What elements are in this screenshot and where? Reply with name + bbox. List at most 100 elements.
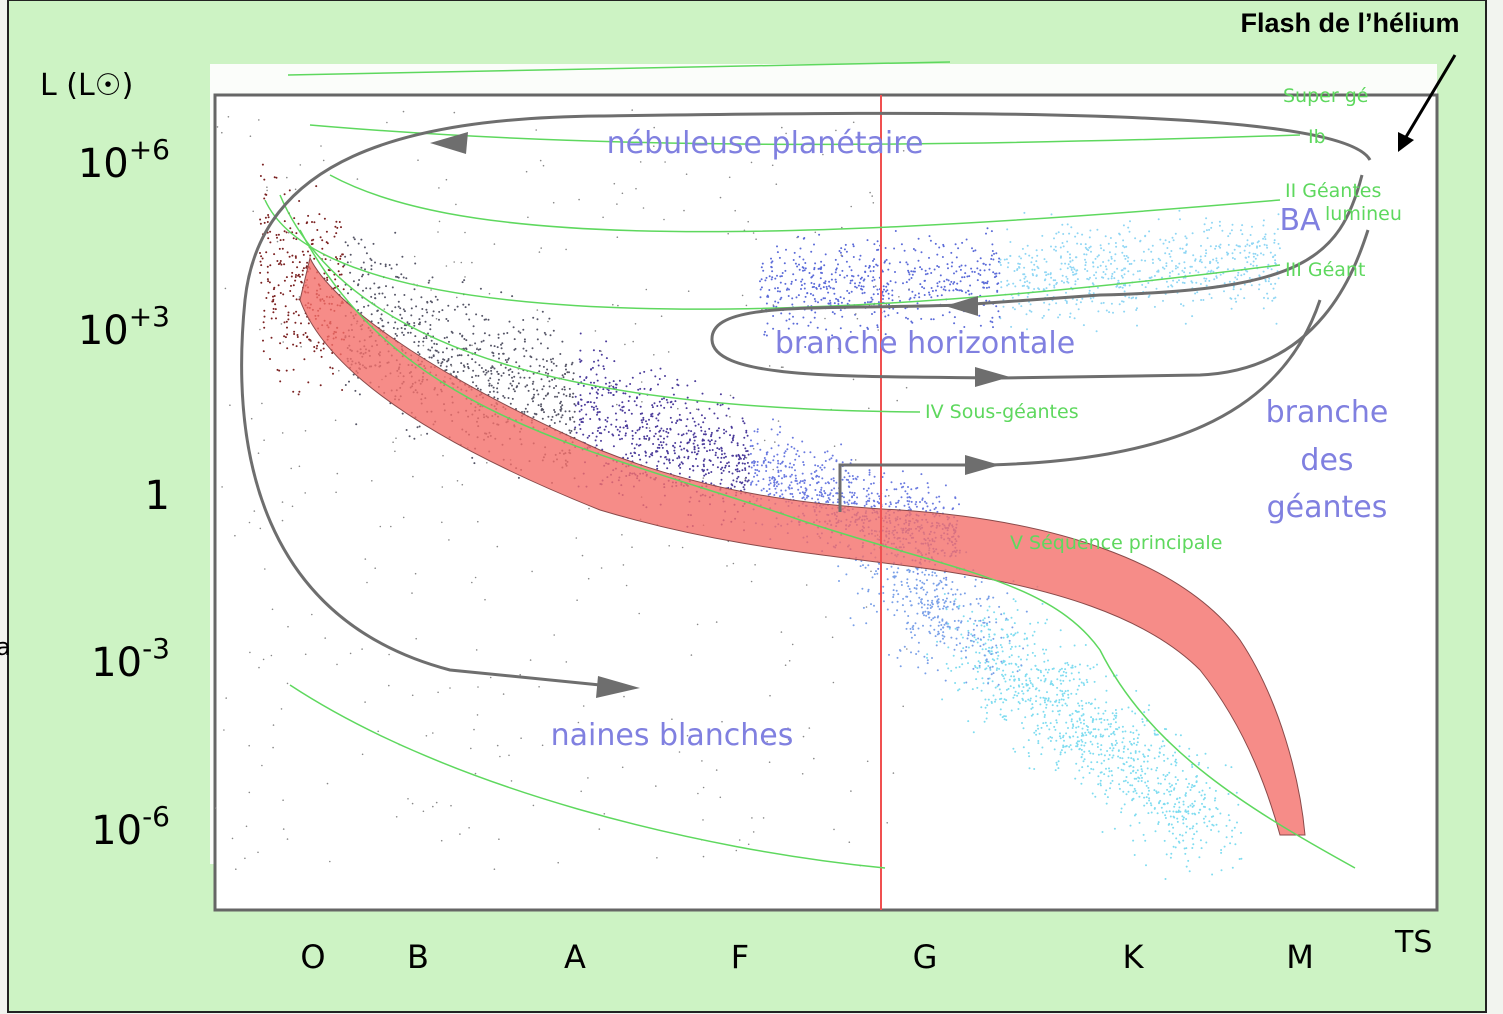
star-dot: [1216, 277, 1218, 279]
star-dot: [1173, 787, 1175, 789]
star-dot: [649, 430, 651, 432]
star-dot: [796, 266, 798, 268]
star-dot: [1223, 290, 1225, 292]
star-dot: [955, 628, 957, 630]
star-dot: [1189, 272, 1191, 274]
star-dot: [518, 365, 520, 367]
star-dot: [717, 466, 719, 468]
star-dot: [542, 311, 544, 313]
star-dot: [723, 470, 725, 472]
star-dot: [893, 594, 895, 596]
star-dot: [509, 368, 511, 370]
star-dot: [882, 295, 884, 297]
star-dot: [955, 598, 957, 600]
star-dot: [637, 429, 639, 431]
star-dot: [418, 318, 420, 320]
star-dot: [704, 458, 706, 460]
star-dot: [519, 332, 521, 334]
star-dot: [887, 609, 889, 611]
star-dot: [1019, 279, 1021, 281]
star-dot: [1098, 254, 1100, 256]
star-dot: [599, 432, 601, 434]
star-dot: [1217, 262, 1219, 264]
star-dot: [1065, 703, 1067, 705]
star-dot: [789, 475, 791, 477]
star-dot: [1113, 277, 1115, 279]
star-dot: [940, 624, 942, 626]
star-dot: [638, 454, 640, 456]
star-dot: [943, 636, 945, 638]
star-dot: [777, 471, 779, 473]
star-dot: [912, 274, 914, 276]
star-dot: [328, 269, 330, 271]
star-dot: [1060, 255, 1062, 257]
star-dot: [1010, 685, 1012, 687]
star-dot: [604, 429, 606, 431]
star-dot: [339, 274, 341, 276]
star-dot: [923, 583, 925, 585]
star-dot: [821, 469, 823, 471]
star-dot: [981, 624, 983, 626]
star-dot: [1119, 234, 1121, 236]
star-dot: [552, 358, 554, 360]
star-dot: [1048, 728, 1050, 730]
star-dot: [813, 286, 815, 288]
star-dot: [288, 312, 290, 314]
star-dot: [544, 332, 546, 334]
star-dot: [901, 581, 903, 583]
star-dot: [955, 270, 957, 272]
star-dot: [957, 629, 959, 631]
star-dot: [289, 227, 291, 229]
star-dot: [1112, 732, 1114, 734]
star-dot: [1095, 736, 1097, 738]
star-dot: [748, 479, 750, 481]
star-dot: [1085, 644, 1087, 646]
star-dot: [1155, 769, 1157, 771]
star-dot: [1072, 727, 1074, 729]
star-dot: [772, 418, 774, 420]
star-dot: [334, 278, 336, 280]
star-dot: [1127, 748, 1129, 750]
star-dot: [1089, 290, 1091, 292]
star-dot: [957, 247, 959, 249]
star-dot: [814, 317, 816, 319]
star-dot: [902, 486, 904, 488]
star-dot: [603, 368, 605, 370]
star-dot: [1065, 732, 1067, 734]
star-dot: [345, 241, 347, 243]
star-dot: [992, 271, 994, 273]
star-dot: [417, 351, 419, 353]
star-dot: [1064, 263, 1066, 265]
star-dot: [1192, 300, 1194, 302]
star-dot: [764, 279, 766, 281]
star-dot: [1162, 300, 1164, 302]
star-dot: [659, 401, 661, 403]
star-dot: [877, 265, 879, 267]
star-dot: [442, 351, 444, 353]
star-dot: [846, 479, 848, 481]
star-dot: [902, 598, 904, 600]
star-dot: [928, 617, 930, 619]
star-dot: [1134, 237, 1136, 239]
star-dot: [583, 385, 585, 387]
star-dot: [269, 358, 271, 360]
star-dot: [1083, 324, 1085, 326]
star-dot: [942, 599, 944, 601]
star-dot: [1123, 748, 1125, 750]
star-dot: [753, 465, 755, 467]
star-dot: [494, 345, 496, 347]
star-dot: [962, 637, 964, 639]
star-dot: [582, 417, 584, 419]
star-dot: [780, 312, 782, 314]
star-dot: [814, 471, 816, 473]
star-dot: [1078, 308, 1080, 310]
star-dot: [882, 592, 884, 594]
star-dot: [1013, 675, 1015, 677]
star-dot: [366, 252, 368, 254]
star-dot: [974, 271, 976, 273]
star-dot: [947, 667, 949, 669]
star-dot: [1164, 778, 1166, 780]
star-dot: [1267, 297, 1269, 299]
star-dot: [991, 702, 993, 704]
star-dot: [983, 625, 985, 627]
